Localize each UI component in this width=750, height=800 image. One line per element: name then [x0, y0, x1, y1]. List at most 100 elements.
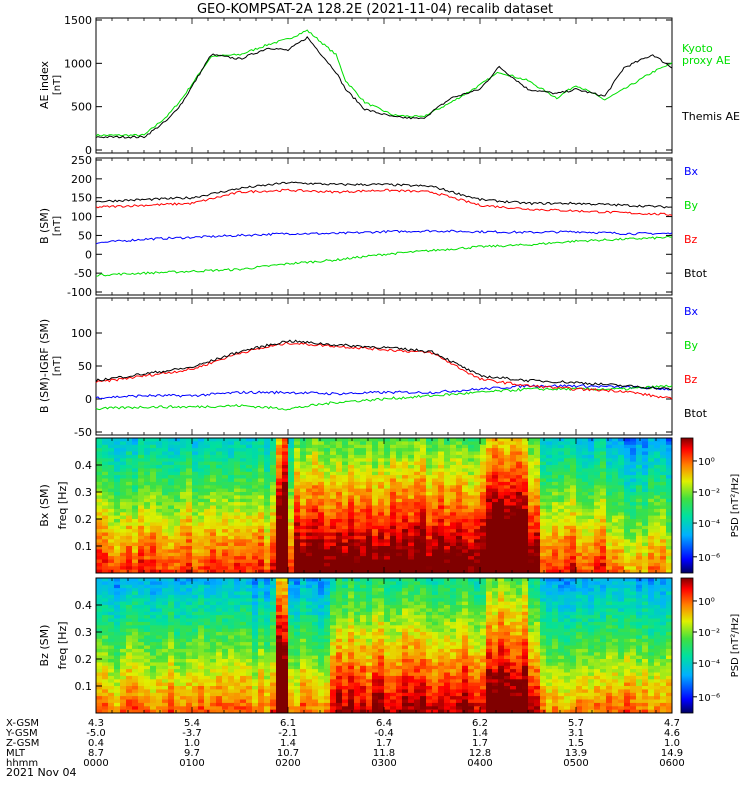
bx-spec-cell — [150, 532, 157, 537]
bx-spec-cell — [570, 549, 577, 554]
bz-spec-cell — [138, 581, 145, 586]
bx-spec-cell — [444, 481, 451, 486]
bx-spec-cell — [300, 515, 307, 520]
bx-spec-cell — [408, 438, 415, 442]
bx-spec-cell — [360, 519, 367, 523]
bx-spec-cell — [264, 478, 271, 483]
bx-spec-cell — [336, 448, 343, 452]
bx-spec-cell — [156, 529, 163, 533]
bx-spec-cell — [612, 475, 619, 479]
bx-spec-cell — [384, 522, 391, 527]
bz-spec-cell — [126, 709, 133, 714]
bx-spec-cell — [246, 492, 253, 496]
bx-spec-cell — [396, 475, 403, 479]
bx-spec-cell — [462, 444, 469, 449]
bz-spec-cell — [96, 621, 103, 626]
bx-spec-cell — [666, 458, 673, 463]
bx-spec-cell — [390, 478, 397, 483]
bx-spec-cell — [102, 535, 109, 540]
bz-spec-cell — [204, 578, 211, 582]
bx-spec-cell — [378, 515, 385, 520]
bx-spec-cell — [582, 438, 589, 442]
bx-spec-cell — [306, 539, 313, 544]
bx-spec-cell — [402, 552, 409, 557]
bx-spec-cell — [630, 525, 637, 530]
bx-spec-cell — [402, 441, 409, 446]
bx-spec-cell — [168, 444, 175, 449]
bx-spec-cell — [540, 495, 547, 500]
bx-spec-cell — [636, 481, 643, 486]
bx-spec-cell — [588, 552, 595, 557]
bx-spec-cell — [228, 525, 235, 530]
bz-spec-cell — [114, 625, 121, 630]
bx-spec-cell — [186, 495, 193, 500]
bx-spec-cell — [612, 519, 619, 523]
bx-spec-cell — [186, 465, 193, 469]
bx-spec-cell — [318, 532, 325, 537]
bx-spec-cell — [522, 481, 529, 486]
bx-spec-cell — [360, 522, 367, 527]
bx-spec-cell — [468, 451, 475, 456]
bx-spec-cell — [654, 495, 661, 500]
bx-spec-cell — [234, 475, 241, 479]
bx-spec-cell — [456, 508, 463, 513]
bx-spec-cell — [504, 461, 511, 466]
bx-spec-cell — [222, 498, 229, 503]
bx-spec-cell — [642, 512, 649, 517]
bz-spec-cell — [162, 611, 169, 616]
bz-spec-cell — [102, 696, 109, 700]
bx-spec-cell — [666, 488, 673, 493]
bx-spec-cell — [240, 451, 247, 456]
bz-spec-cell — [120, 699, 127, 704]
bx-spec-cell — [654, 478, 661, 483]
bx-spec-cell — [192, 529, 199, 533]
bx-spec-cell — [318, 458, 325, 463]
bx-spec-cell — [558, 505, 565, 510]
bx-spec-cell — [156, 539, 163, 544]
bx-spec-cell — [222, 502, 229, 506]
bx-spec-cell — [438, 451, 445, 456]
bx-spec-cell — [522, 519, 529, 523]
bx-spec-cell — [426, 535, 433, 540]
bz-spec-cell — [204, 665, 211, 670]
bx-spec-cell — [432, 535, 439, 540]
bx-spec-cell — [576, 502, 583, 506]
bx-spec-cell — [612, 451, 619, 456]
bx-spec-cell — [510, 502, 517, 506]
bx-spec-cell — [612, 438, 619, 442]
bx-spec-cell — [198, 454, 205, 459]
bx-spec-cell — [588, 535, 595, 540]
bx-spec-cell — [192, 438, 199, 442]
bx-spec-cell — [432, 515, 439, 520]
bx-spec-cell — [336, 438, 343, 442]
bx-spec-cell — [630, 502, 637, 506]
bx-spec-cell — [642, 552, 649, 557]
bx-spec-cell — [264, 512, 271, 517]
bx-spec-cell — [294, 461, 301, 466]
bz-spec-cell — [174, 608, 181, 613]
bx-spec-cell — [474, 492, 481, 496]
bx-spec-cell — [528, 556, 535, 560]
bx-spec-cell — [192, 535, 199, 540]
bx-spec-cell — [324, 495, 331, 500]
bx-spec-cell — [264, 559, 271, 564]
ae-legend-label: Themis AE — [681, 110, 740, 123]
bz-spec-cell — [150, 709, 157, 714]
bx-spec-cell — [510, 441, 517, 446]
bx-spec-cell — [420, 451, 427, 456]
bx-spec-cell — [210, 478, 217, 483]
bx-spec-cell — [372, 532, 379, 537]
bx-spec-cell — [498, 508, 505, 513]
bx-spec-cell — [204, 519, 211, 523]
bx-spec-cell — [264, 485, 271, 490]
bx-spec-cell — [606, 529, 613, 533]
bx-spec-cell — [180, 444, 187, 449]
bx-spec-cell — [648, 478, 655, 483]
bz-spec-cell — [162, 608, 169, 613]
bx-spec-cell — [102, 481, 109, 486]
bx-spec-cell — [360, 546, 367, 550]
bx-spec-cell — [636, 492, 643, 496]
bz-spec-cell — [204, 645, 211, 650]
bx-spec-cell — [666, 529, 673, 533]
bx-spec-cell — [228, 498, 235, 503]
